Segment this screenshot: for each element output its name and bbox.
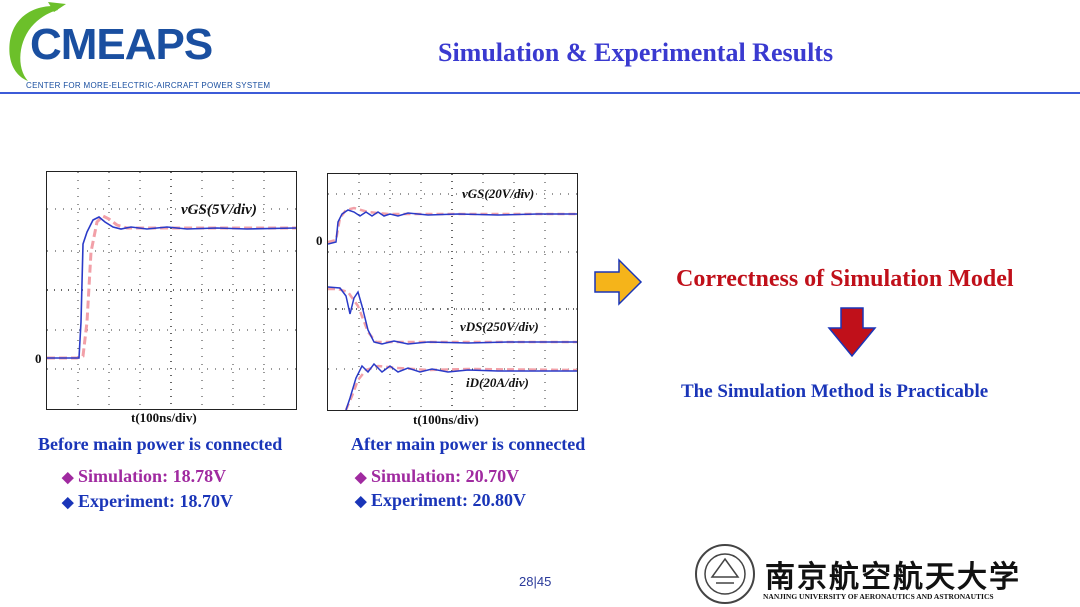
left-exp-item: ◆ Experiment: 18.70V xyxy=(62,491,233,512)
left-scope-plot xyxy=(47,172,296,409)
left-exp-trace xyxy=(47,216,296,359)
left-sim-trace xyxy=(47,214,296,360)
diamond-icon: ◆ xyxy=(62,470,74,486)
left-zero-label: 0 xyxy=(35,351,42,366)
down-arrow-icon xyxy=(827,307,877,358)
right-vgs-exp-trace xyxy=(328,209,577,245)
left-sim-item: ◆ Simulation: 18.78V xyxy=(62,466,226,487)
right-scope-plot xyxy=(328,174,577,410)
left-x-label: t(100ns/div) xyxy=(131,410,197,425)
logo-swoosh-icon xyxy=(9,2,66,81)
diamond-icon: ◆ xyxy=(355,494,367,510)
university-name-cn: 南京航空航天大学 xyxy=(765,560,1021,595)
right-scope: vGS(20V/div) vDS(250V/div) iD(20A/div) xyxy=(327,173,578,411)
right-vds-label: vDS(250V/div) xyxy=(460,319,539,334)
left-scope: vGS(5V/div) xyxy=(46,171,297,410)
right-vgs-label: vGS(20V/div) xyxy=(462,186,535,201)
right-x-label: t(100ns/div) xyxy=(413,412,479,427)
diamond-icon: ◆ xyxy=(62,495,74,511)
left-caption: Before main power is connected xyxy=(38,434,283,454)
right-arrow-icon xyxy=(594,258,643,306)
right-id-label: iD(20A/div) xyxy=(466,375,529,390)
logo-subtitle: CENTER FOR MORE-ELECTRIC-AIRCRAFT POWER … xyxy=(26,81,271,90)
right-vds-exp-trace xyxy=(328,286,577,345)
page-title: Simulation & Experimental Results xyxy=(438,38,834,67)
right-exp-value: Experiment: 20.80V xyxy=(371,490,527,510)
logo: CMEAPS CENTER FOR MORE-ELECTRIC-AIRCRAFT… xyxy=(4,2,294,90)
right-sim-item: ◆ Simulation: 20.70V xyxy=(355,466,519,487)
right-id-sim-trace xyxy=(344,364,577,410)
right-id-exp-trace xyxy=(345,362,577,410)
right-sim-value: Simulation: 20.70V xyxy=(371,466,520,486)
page-number: 28|45 xyxy=(519,574,552,589)
right-zero-label: 0 xyxy=(316,233,323,248)
left-vgs-label: vGS(5V/div) xyxy=(181,202,257,218)
university-name-en: NANJING UNIVERSITY OF AERONAUTICS AND AS… xyxy=(763,592,994,601)
header-divider xyxy=(0,92,1080,94)
university-seal-icon xyxy=(695,544,755,604)
practicable-text: The Simulation Method is Practicable xyxy=(681,381,989,402)
left-exp-value: Experiment: 18.70V xyxy=(78,491,234,511)
diamond-icon: ◆ xyxy=(355,470,367,486)
right-vds-sim-trace xyxy=(328,287,577,344)
right-exp-item: ◆ Experiment: 20.80V xyxy=(355,490,526,511)
correctness-text: Correctness of Simulation Model xyxy=(676,266,1014,292)
logo-text: CMEAPS xyxy=(30,20,213,69)
right-caption: After main power is connected xyxy=(351,434,586,454)
left-sim-value: Simulation: 18.78V xyxy=(78,466,227,486)
